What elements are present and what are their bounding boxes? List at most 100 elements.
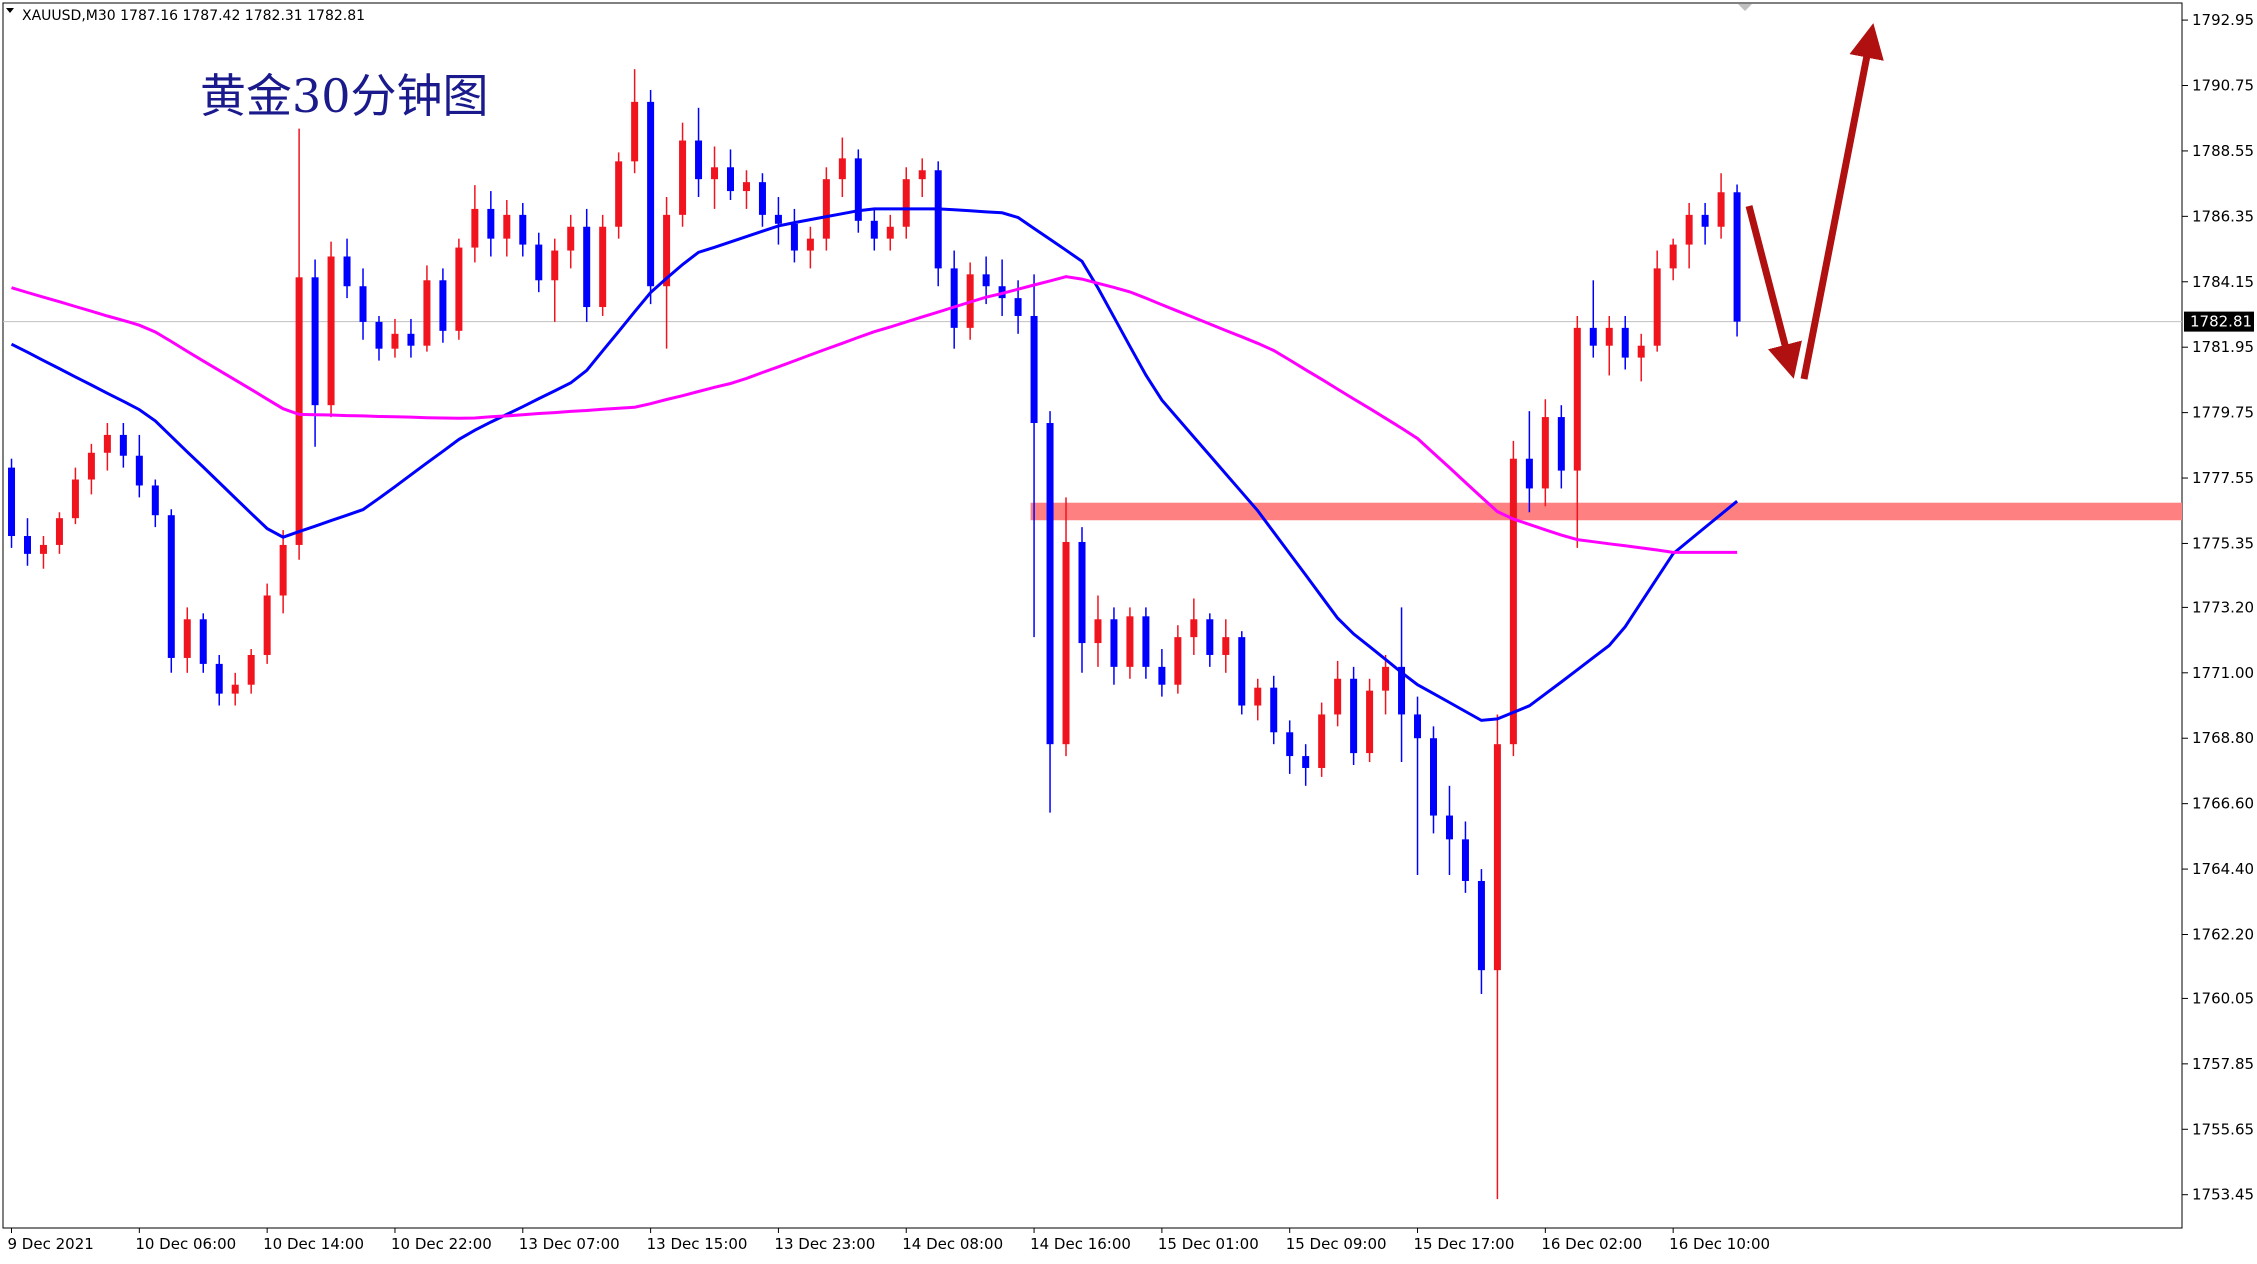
candle-body (247, 654, 255, 685)
x-tick-label: 15 Dec 09:00 (1286, 1235, 1387, 1253)
candle-body (1046, 423, 1054, 745)
candle-body (599, 226, 607, 308)
candle-body (327, 256, 335, 406)
candle-body (1238, 637, 1246, 706)
plot-frame (2, 2, 2183, 1229)
y-tick-label: 1777.55 (2192, 469, 2254, 487)
candle-body (439, 280, 447, 331)
candle-body (982, 274, 990, 287)
candle-body (1493, 744, 1501, 971)
y-tick-label: 1766.60 (2192, 795, 2254, 813)
candle-body (1557, 417, 1565, 471)
candle-body (1414, 714, 1422, 739)
candle-body (423, 280, 431, 346)
candle-body (55, 518, 63, 545)
candle-body (183, 619, 191, 658)
candle-body (1717, 192, 1725, 227)
x-tick-label: 10 Dec 14:00 (263, 1235, 364, 1253)
candle-body (1190, 619, 1198, 638)
y-tick-label: 1771.00 (2192, 664, 2254, 682)
candle-body (806, 238, 814, 251)
candle-body (471, 208, 479, 248)
x-tick-label: 15 Dec 01:00 (1158, 1235, 1259, 1253)
y-tick-label: 1779.75 (2192, 404, 2254, 422)
candle-body (870, 220, 878, 239)
moving-average-line (10, 207, 1739, 722)
candle-body (695, 140, 703, 180)
candle-body (39, 544, 47, 554)
candle-body (1525, 458, 1533, 489)
candle-body (1334, 678, 1342, 715)
y-tick-label: 1790.75 (2192, 77, 2254, 95)
menu-triangle (6, 8, 14, 13)
last-price-label: 1782.81 (2190, 313, 2252, 331)
y-tick-label: 1762.20 (2192, 925, 2254, 943)
candle-body (663, 214, 671, 287)
candle-body (1222, 637, 1230, 655)
candle-body (503, 214, 511, 239)
candle-body (1605, 327, 1613, 346)
candle-body (231, 684, 239, 694)
last-price-box (2184, 311, 2254, 332)
moving-average-line (11, 275, 1738, 554)
candle-body (567, 226, 575, 251)
y-tick-label: 1757.85 (2192, 1055, 2254, 1073)
candle-body (1174, 637, 1182, 685)
candle-body (87, 452, 95, 480)
candle-body (1286, 732, 1294, 757)
candle-body (950, 268, 958, 328)
candle-body (1621, 327, 1629, 358)
candle-body (1030, 315, 1038, 424)
candle-body (71, 479, 79, 519)
candle-body (583, 226, 591, 308)
y-tick-label: 1760.05 (2192, 989, 2254, 1007)
candle-body (758, 182, 766, 215)
candle-body (1445, 815, 1453, 840)
arrow-down (1745, 205, 1802, 379)
candle-body (1589, 327, 1597, 346)
candle-body (1302, 756, 1310, 768)
zone-layer (1030, 502, 2182, 521)
candle-body (1685, 214, 1693, 245)
candle-body (215, 663, 223, 694)
y-tick-label: 1773.20 (2192, 598, 2254, 616)
candle-body (1094, 619, 1102, 644)
candle-body (1318, 714, 1326, 768)
candle-body (1669, 244, 1677, 269)
candle-body (1350, 678, 1358, 754)
candle-body (391, 333, 399, 349)
candle-body (1014, 298, 1022, 316)
candle-body (1126, 616, 1134, 667)
chart-title: 黄金30分钟图 (200, 69, 489, 123)
candle-body (263, 595, 271, 655)
candle-body (119, 434, 127, 456)
axis-layer: 1792.95 1790.75 1788.55 1786.35 1784.15 1781.… (3, 11, 2254, 1253)
candle-body (631, 101, 639, 162)
candle-body (135, 455, 143, 486)
y-tick-label: 1775.35 (2192, 534, 2254, 552)
candle-body (407, 333, 415, 346)
ma-layer (10, 207, 1739, 722)
candle-body (1653, 268, 1661, 346)
candle-body (774, 214, 782, 224)
header: XAUUSD,M30 1787.16 1787.42 1782.31 1782.… (22, 8, 365, 24)
candle-layer (8, 69, 1741, 1200)
x-tick-label: 16 Dec 02:00 (1541, 1235, 1642, 1253)
candle-body (854, 158, 862, 221)
candle-body (1078, 541, 1086, 644)
candle-body (1573, 327, 1581, 471)
candle-body (455, 247, 463, 331)
candle-body (199, 619, 207, 664)
candle-body (918, 170, 926, 180)
candle-body (1270, 687, 1278, 733)
x-tick-label: 13 Dec 07:00 (519, 1235, 620, 1253)
y-tick-label: 1788.55 (2192, 142, 2254, 160)
x-tick-label: 14 Dec 16:00 (1030, 1235, 1131, 1253)
candle-body (551, 250, 559, 281)
y-tick-label: 1792.95 (2192, 11, 2254, 29)
candle-body (343, 256, 351, 287)
candle-body (647, 101, 655, 287)
candle-body (487, 208, 495, 239)
candle-body (1366, 690, 1374, 754)
candle-body (886, 226, 894, 239)
